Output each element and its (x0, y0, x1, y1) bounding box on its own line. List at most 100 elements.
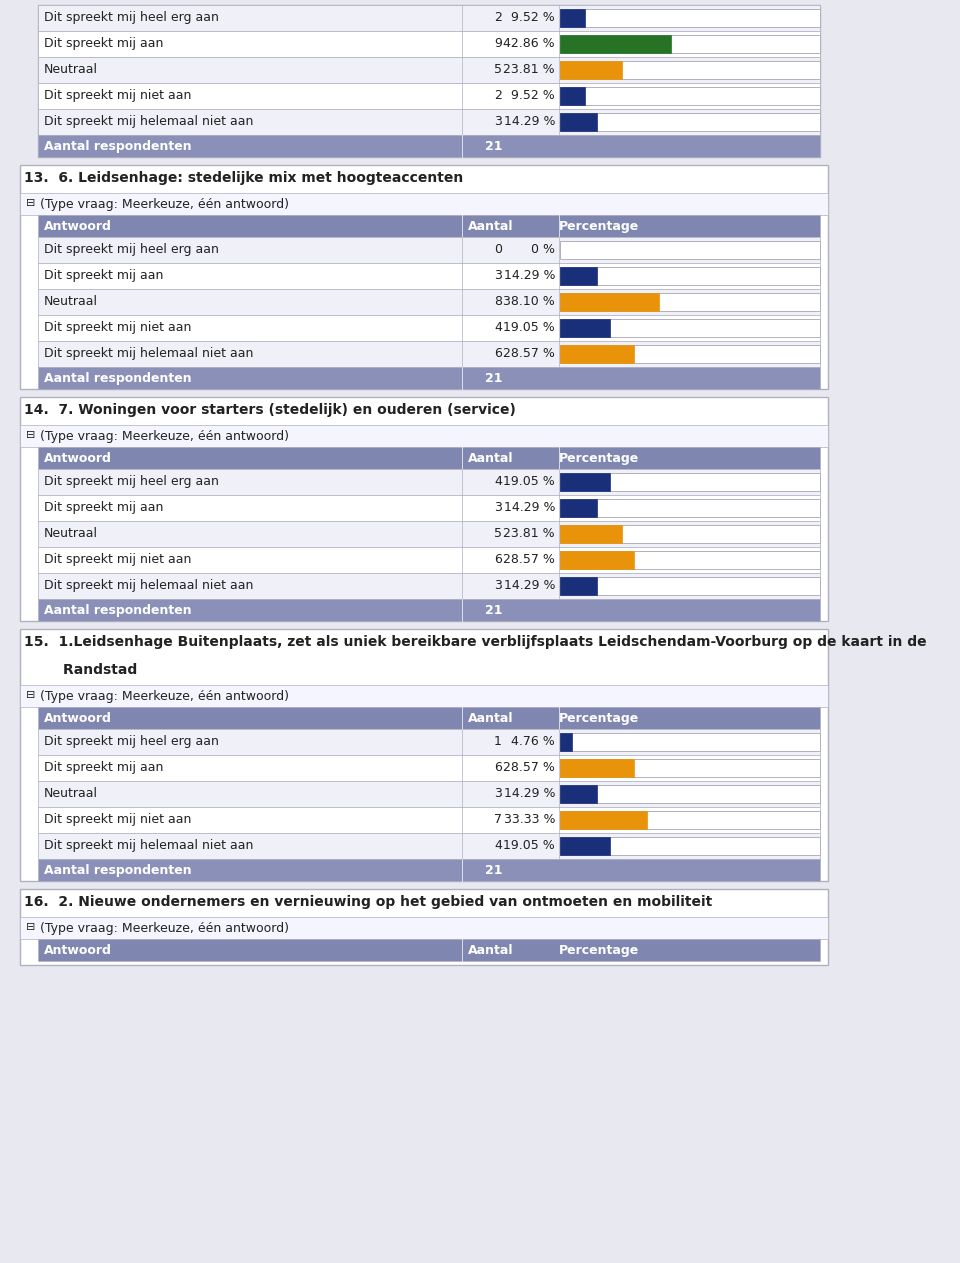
Text: Dit spreekt mij helemaal niet aan: Dit spreekt mij helemaal niet aan (44, 578, 253, 592)
Bar (38, 32, 820, 57)
Bar (560, 525, 622, 543)
Text: 19.05 %: 19.05 % (503, 321, 555, 333)
Text: (Type vraag: Meerkeuze, één antwoord): (Type vraag: Meerkeuze, één antwoord) (40, 922, 289, 935)
Text: Neutraal: Neutraal (44, 527, 98, 541)
Bar (20, 685, 828, 707)
Text: 28.57 %: 28.57 % (503, 553, 555, 566)
Text: 8: 8 (494, 296, 502, 308)
Bar (38, 522, 820, 547)
Bar (560, 811, 820, 829)
Text: (Type vraag: Meerkeuze, één antwoord): (Type vraag: Meerkeuze, één antwoord) (40, 690, 289, 703)
Text: 7: 7 (494, 813, 502, 826)
Bar (20, 193, 828, 215)
Bar (560, 499, 597, 517)
Text: 14.  7. Woningen voor starters (stedelijk) en ouderen (service): 14. 7. Woningen voor starters (stedelijk… (24, 403, 516, 417)
Bar (560, 9, 820, 27)
Bar (560, 577, 597, 595)
Bar (38, 289, 820, 314)
Text: 0: 0 (494, 242, 502, 256)
Text: 5: 5 (494, 63, 502, 76)
Bar (560, 87, 820, 105)
Text: 28.57 %: 28.57 % (503, 347, 555, 360)
Bar (38, 469, 820, 495)
Text: Dit spreekt mij aan: Dit spreekt mij aan (44, 269, 163, 282)
Text: 4.76 %: 4.76 % (512, 735, 555, 748)
Text: Percentage: Percentage (559, 452, 639, 465)
Bar (560, 61, 820, 80)
Text: ⊟: ⊟ (26, 922, 36, 932)
Text: Neutraal: Neutraal (44, 63, 98, 76)
Bar (38, 83, 820, 109)
Bar (38, 729, 820, 755)
Bar (38, 707, 820, 729)
Bar (560, 112, 597, 131)
Text: Dit spreekt mij niet aan: Dit spreekt mij niet aan (44, 321, 191, 333)
Text: 5: 5 (494, 527, 502, 541)
Text: (Type vraag: Meerkeuze, één antwoord): (Type vraag: Meerkeuze, één antwoord) (40, 198, 289, 211)
Bar (560, 577, 820, 595)
Text: 16.  2. Nieuwe ondernemers en vernieuwing op het gebied van ontmoeten en mobilit: 16. 2. Nieuwe ondernemers en vernieuwing… (24, 895, 712, 909)
Text: 19.05 %: 19.05 % (503, 475, 555, 488)
Bar (38, 135, 820, 157)
Bar (560, 551, 820, 570)
Bar (38, 57, 820, 83)
Bar (38, 807, 820, 834)
Bar (560, 35, 820, 53)
Text: 42.86 %: 42.86 % (503, 37, 555, 51)
Bar (560, 87, 585, 105)
Bar (560, 241, 820, 259)
Text: Antwoord: Antwoord (44, 712, 112, 725)
Text: 4: 4 (494, 475, 502, 488)
Text: Percentage: Percentage (559, 220, 639, 232)
Text: Dit spreekt mij niet aan: Dit spreekt mij niet aan (44, 813, 191, 826)
Text: 3: 3 (494, 501, 502, 514)
Text: Aantal: Aantal (468, 712, 514, 725)
Bar (560, 551, 635, 570)
Text: 14.29 %: 14.29 % (503, 269, 555, 282)
Text: 21: 21 (485, 373, 502, 385)
Bar (38, 755, 820, 781)
Text: 33.33 %: 33.33 % (503, 813, 555, 826)
Text: Aantal respondenten: Aantal respondenten (44, 140, 192, 153)
Text: Dit spreekt mij heel erg aan: Dit spreekt mij heel erg aan (44, 242, 219, 256)
Bar (560, 759, 820, 777)
Text: 9.52 %: 9.52 % (512, 11, 555, 24)
Bar (38, 237, 820, 263)
Text: Dit spreekt mij helemaal niet aan: Dit spreekt mij helemaal niet aan (44, 839, 253, 853)
Text: 19.05 %: 19.05 % (503, 839, 555, 853)
Bar (38, 834, 820, 859)
Text: 14.29 %: 14.29 % (503, 115, 555, 128)
Text: Aantal respondenten: Aantal respondenten (44, 373, 192, 385)
Bar (38, 263, 820, 289)
Text: 23.81 %: 23.81 % (503, 63, 555, 76)
Bar (38, 781, 820, 807)
Bar (38, 5, 820, 32)
Text: 13.  6. Leidsenhage: stedelijke mix met hoogteaccenten: 13. 6. Leidsenhage: stedelijke mix met h… (24, 171, 464, 184)
Text: 14.29 %: 14.29 % (503, 501, 555, 514)
Bar (38, 109, 820, 135)
Bar (20, 629, 828, 882)
Bar (38, 215, 820, 237)
Text: 21: 21 (485, 604, 502, 618)
Bar (560, 474, 610, 491)
Text: Dit spreekt mij aan: Dit spreekt mij aan (44, 37, 163, 51)
Text: 21: 21 (485, 864, 502, 877)
Bar (20, 426, 828, 447)
Text: 3: 3 (494, 115, 502, 128)
Bar (560, 474, 820, 491)
Text: 14.29 %: 14.29 % (503, 787, 555, 799)
Bar (560, 786, 820, 803)
Text: 2: 2 (494, 11, 502, 24)
Text: Dit spreekt mij niet aan: Dit spreekt mij niet aan (44, 88, 191, 102)
Text: 6: 6 (494, 347, 502, 360)
Bar (38, 573, 820, 599)
Bar (560, 837, 820, 855)
Text: 3: 3 (494, 787, 502, 799)
Text: Aantal respondenten: Aantal respondenten (44, 604, 192, 618)
Bar (20, 889, 828, 965)
Bar (560, 266, 820, 285)
Text: Antwoord: Antwoord (44, 220, 112, 232)
Text: 4: 4 (494, 321, 502, 333)
Bar (560, 112, 820, 131)
Bar (560, 837, 610, 855)
